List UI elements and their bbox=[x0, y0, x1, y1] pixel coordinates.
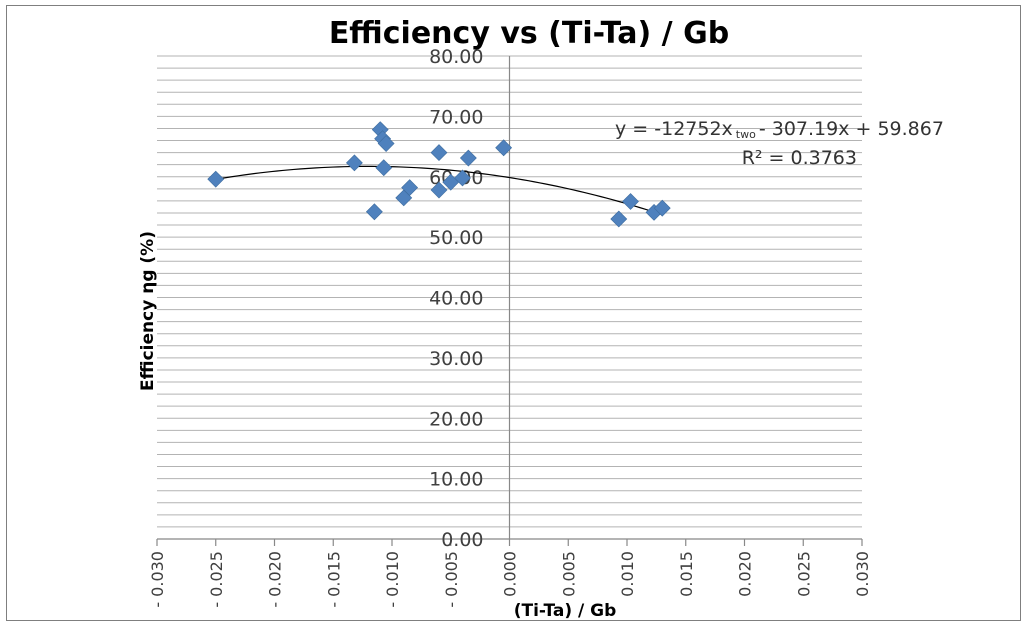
y-tick-label: 80.00 bbox=[429, 46, 483, 68]
y-tick-label: 0.00 bbox=[441, 529, 483, 551]
data-point bbox=[430, 181, 448, 199]
trendline-equation-main: y = -12752x bbox=[615, 118, 733, 140]
x-tick-label: 0.025 bbox=[794, 551, 813, 597]
chart-title: Efficiency vs (Ti-Ta) / Gb bbox=[329, 16, 729, 51]
data-point bbox=[430, 144, 448, 162]
trendline bbox=[215, 165, 663, 216]
y-tick-label: 50.00 bbox=[429, 227, 483, 249]
x-tick-label: 0.030 bbox=[853, 551, 872, 597]
x-tick-label: - 0.030 bbox=[148, 551, 167, 608]
data-point bbox=[454, 169, 471, 187]
trendline-equation-rest: - 307.19x + 59.867 bbox=[759, 118, 944, 140]
data-point bbox=[345, 154, 363, 172]
data-point bbox=[377, 135, 395, 152]
y-tick-label: 10.00 bbox=[429, 469, 483, 491]
data-point bbox=[610, 210, 628, 228]
data-point bbox=[459, 149, 477, 167]
chart-frame: 0.0010.0020.0030.0040.0050.0060.0070.008… bbox=[6, 5, 1021, 621]
data-points bbox=[207, 121, 671, 228]
y-tick-label: 30.00 bbox=[429, 348, 483, 370]
x-tick-label: 0.010 bbox=[618, 551, 637, 597]
x-tick-label: - 0.010 bbox=[383, 551, 402, 608]
data-point bbox=[495, 139, 513, 157]
trendline-r-squared: R² = 0.3763 bbox=[742, 147, 857, 169]
trendline-equation: y = -12752x two - 307.19x + 59.867 bbox=[615, 118, 944, 141]
x-tick-label: 0.005 bbox=[559, 551, 578, 597]
x-tick-label: - 0.025 bbox=[207, 551, 226, 608]
y-tick-label: 20.00 bbox=[429, 408, 483, 430]
data-point bbox=[622, 193, 639, 210]
x-axis-title: (Ti-Ta) / Gb bbox=[514, 601, 617, 621]
x-tick-labels: - 0.030 - 0.025 - 0.020 - 0.015 - 0.010 - 0.0… bbox=[148, 551, 872, 608]
x-tick-label: - 0.015 bbox=[324, 551, 343, 608]
y-tick-label: 70.00 bbox=[429, 106, 483, 128]
y-tick-labels: 0.0010.0020.0030.0040.0050.0060.0070.008… bbox=[429, 46, 483, 551]
x-tick-label: 0.015 bbox=[677, 551, 696, 597]
y-axis-title: Efficiency ηg (%) bbox=[138, 231, 158, 391]
x-tick-marks bbox=[156, 539, 863, 546]
data-point bbox=[207, 170, 225, 188]
scatter-chart: 0.0010.0020.0030.0040.0050.0060.0070.008… bbox=[138, 16, 944, 621]
trendline-equation-sub: two bbox=[736, 128, 756, 141]
y-tick-label: 40.00 bbox=[429, 288, 483, 310]
data-point bbox=[365, 203, 383, 221]
x-tick-label: - 0.020 bbox=[266, 551, 285, 608]
data-point bbox=[375, 159, 393, 177]
data-point bbox=[401, 179, 419, 197]
data-point bbox=[653, 199, 671, 217]
x-tick-label: 0.000 bbox=[501, 551, 520, 597]
x-tick-label: 0.020 bbox=[736, 551, 755, 597]
x-tick-label: - 0.005 bbox=[442, 551, 461, 608]
